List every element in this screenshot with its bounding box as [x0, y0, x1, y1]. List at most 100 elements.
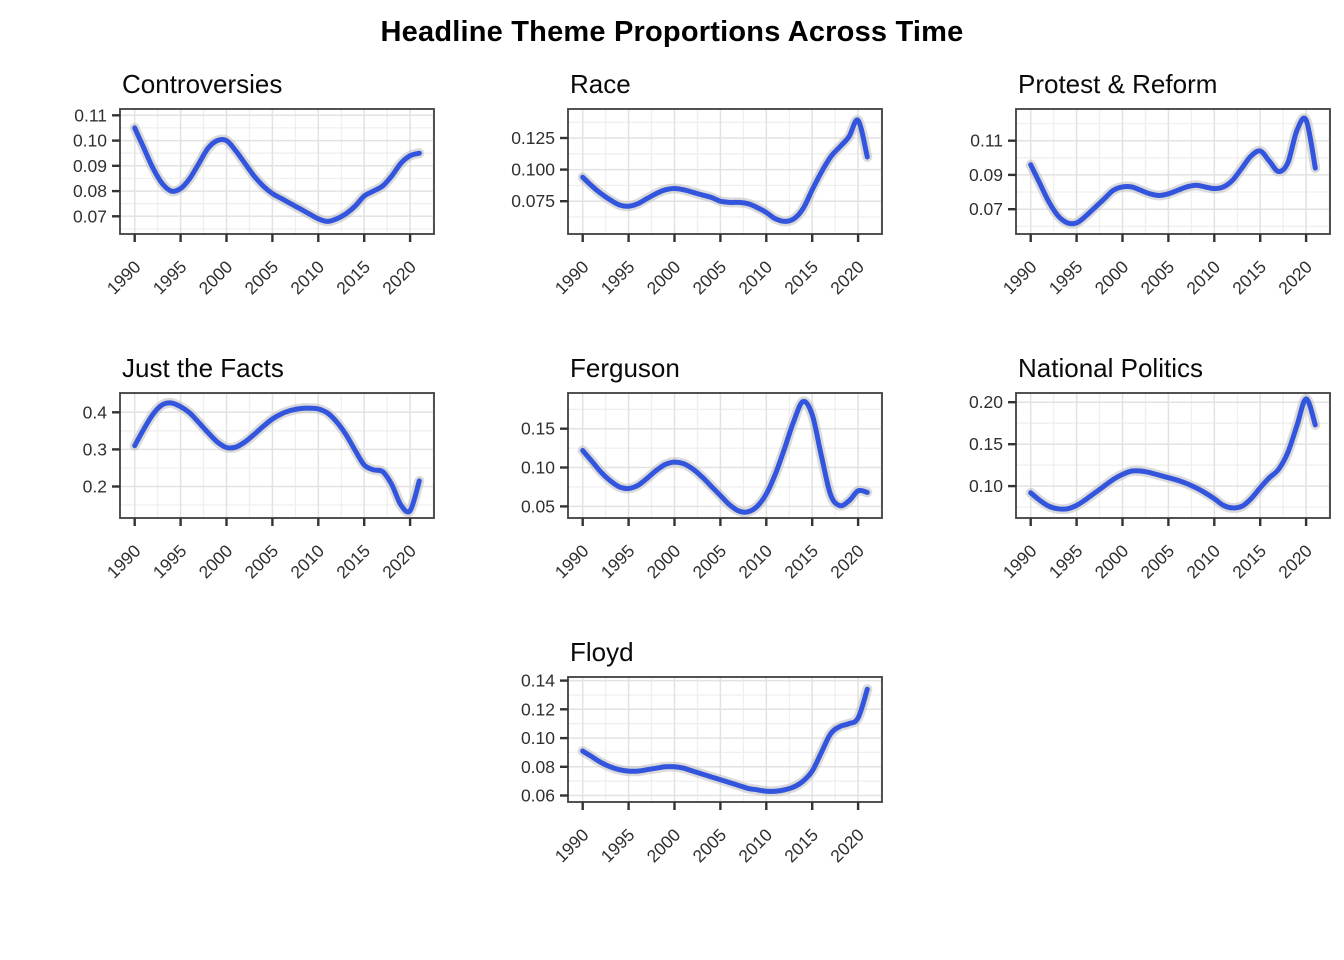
facet-ferguson: Ferguson 1990 1995 2000 2005 2010 2015 2020 0.0…: [448, 353, 896, 582]
just-the-facts-trend-line: [132, 400, 422, 515]
svg-text:0.11: 0.11: [970, 131, 1003, 151]
svg-text:0.10: 0.10: [521, 458, 555, 478]
svg-text:0.07: 0.07: [969, 199, 1003, 219]
svg-text:2005: 2005: [241, 541, 283, 581]
ferguson-trend-line: [580, 398, 870, 515]
svg-text:0.10: 0.10: [969, 476, 1003, 496]
floyd-trend-line: [580, 686, 870, 794]
svg-text:0.100: 0.100: [511, 160, 555, 180]
svg-text:2005: 2005: [241, 257, 283, 297]
ferguson-chart: 1990 1995 2000 2005 2010 2015 2020 0.05 0.10 0.15: [448, 387, 896, 582]
svg-text:0.08: 0.08: [73, 181, 107, 201]
svg-text:1990: 1990: [551, 825, 593, 865]
svg-text:2015: 2015: [332, 541, 374, 581]
controversies-chart: 1990 1995 2000 2005 2010 2015 2020 0.07 0.08 0.09…: [0, 103, 448, 298]
svg-text:2015: 2015: [780, 541, 822, 581]
svg-text:1990: 1990: [551, 541, 593, 581]
svg-text:2010: 2010: [1182, 541, 1224, 581]
svg-text:0.10: 0.10: [73, 131, 107, 151]
svg-text:1990: 1990: [103, 257, 145, 297]
national-politics-chart: 1990 1995 2000 2005 2010 2015 2020 0.10 0.15 0.20: [896, 387, 1344, 582]
svg-text:2000: 2000: [643, 825, 685, 865]
facet-just-the-facts: Just the Facts 1990 1995 2000 2005 2010 2015 2…: [0, 353, 448, 582]
facet-floyd: Floyd 1990 1995 2000 2005 2010 2015 2020 0.06 0.…: [448, 637, 896, 866]
race-panel-border: [567, 108, 883, 235]
just-the-facts-plot: 1990 1995 2000 2005 2010 2015 2020 0.2 0.3 0.4: [83, 392, 435, 582]
protest-reform-chart: 1990 1995 2000 2005 2010 2015 2020 0.07 0.09 0.11: [896, 103, 1344, 298]
svg-text:2000: 2000: [1091, 541, 1133, 581]
svg-text:0.14: 0.14: [521, 671, 555, 691]
just-the-facts-panel-border: [119, 392, 435, 519]
svg-text:2020: 2020: [378, 541, 420, 581]
facet-national-politics: National Politics 1990 1995 2000 2005 2010 20…: [896, 353, 1344, 582]
facet-protest-reform: Protest & Reform 1990 1995 2000 2005 2010 201…: [896, 69, 1344, 298]
svg-text:0.11: 0.11: [74, 105, 107, 125]
svg-text:0.08: 0.08: [521, 757, 555, 777]
svg-text:1995: 1995: [149, 541, 191, 581]
svg-text:0.15: 0.15: [969, 434, 1003, 454]
controversies-panel-border: [119, 108, 435, 235]
svg-text:0.09: 0.09: [969, 165, 1003, 185]
svg-text:1990: 1990: [551, 257, 593, 297]
facet-title-ferguson: Ferguson: [570, 353, 680, 383]
svg-text:0.12: 0.12: [521, 699, 555, 719]
race-chart: 1990 1995 2000 2005 2010 2015 2020 0.075 0.100 0.…: [448, 103, 896, 298]
facet-grid: Controversies 1990 1995 2000 2005 2010 2015 20…: [0, 69, 1344, 866]
svg-text:1990: 1990: [999, 541, 1041, 581]
svg-text:1995: 1995: [1045, 541, 1087, 581]
svg-text:2020: 2020: [826, 541, 868, 581]
svg-text:2015: 2015: [780, 257, 822, 297]
facet-title-race: Race: [570, 69, 631, 99]
facet-title-protest-reform: Protest & Reform: [1018, 69, 1218, 99]
ferguson-plot: 1990 1995 2000 2005 2010 2015 2020 0.05 0.10 0.15: [521, 392, 883, 582]
svg-text:2010: 2010: [286, 257, 328, 297]
svg-text:2015: 2015: [780, 825, 822, 865]
svg-text:2010: 2010: [734, 825, 776, 865]
svg-text:2020: 2020: [826, 825, 868, 865]
svg-text:2010: 2010: [286, 541, 328, 581]
svg-text:2000: 2000: [195, 257, 237, 297]
svg-text:0.07: 0.07: [73, 206, 107, 226]
svg-text:2000: 2000: [1091, 257, 1133, 297]
svg-text:1990: 1990: [999, 257, 1041, 297]
national-politics-plot: 1990 1995 2000 2005 2010 2015 2020 0.10 0.15 0.20: [969, 392, 1331, 582]
svg-text:0.3: 0.3: [83, 439, 107, 459]
svg-text:0.20: 0.20: [969, 392, 1003, 412]
svg-text:0.2: 0.2: [83, 477, 107, 497]
svg-text:0.06: 0.06: [521, 786, 555, 806]
ferguson-panel-border: [567, 392, 883, 519]
svg-text:2020: 2020: [378, 257, 420, 297]
svg-text:1995: 1995: [597, 541, 639, 581]
svg-text:2005: 2005: [689, 257, 731, 297]
svg-text:0.4: 0.4: [83, 402, 108, 422]
race-trend-line: [580, 117, 870, 224]
floyd-panel-border: [567, 676, 883, 803]
facet-race: Race 1990 1995 2000 2005 2010 2015 2020 0.075 0.…: [448, 69, 896, 298]
svg-text:2000: 2000: [195, 541, 237, 581]
svg-text:2010: 2010: [1182, 257, 1224, 297]
svg-text:2010: 2010: [734, 257, 776, 297]
svg-text:2020: 2020: [1274, 257, 1316, 297]
svg-text:0.09: 0.09: [73, 156, 107, 176]
svg-text:0.125: 0.125: [511, 128, 555, 148]
controversies-trend-line: [132, 125, 422, 224]
facet-controversies: Controversies 1990 1995 2000 2005 2010 2015 20…: [0, 69, 448, 298]
protest-reform-panel-border: [1015, 108, 1331, 235]
svg-text:2010: 2010: [734, 541, 776, 581]
svg-text:1995: 1995: [149, 257, 191, 297]
just-the-facts-chart: 1990 1995 2000 2005 2010 2015 2020 0.2 0.3 0.4: [0, 387, 448, 582]
race-plot: 1990 1995 2000 2005 2010 2015 2020 0.075 0.100 0.…: [511, 108, 883, 298]
national-politics-trend-line: [1028, 396, 1318, 512]
protest-reform-trend-line: [1028, 115, 1318, 227]
facet-title-just-the-facts: Just the Facts: [122, 353, 284, 383]
svg-text:2005: 2005: [1137, 541, 1179, 581]
svg-text:0.10: 0.10: [521, 728, 555, 748]
svg-text:2005: 2005: [1137, 257, 1179, 297]
svg-text:2005: 2005: [689, 825, 731, 865]
facet-title-national-politics: National Politics: [1018, 353, 1203, 383]
floyd-plot: 1990 1995 2000 2005 2010 2015 2020 0.06 0.08 0.10…: [521, 671, 883, 866]
floyd-chart: 1990 1995 2000 2005 2010 2015 2020 0.06 0.08 0.10…: [448, 671, 896, 866]
national-politics-panel-border: [1015, 392, 1331, 519]
svg-text:2015: 2015: [332, 257, 374, 297]
